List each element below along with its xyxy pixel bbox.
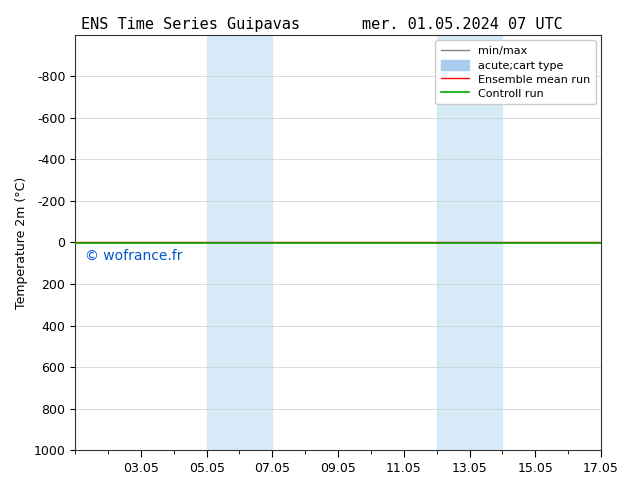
Y-axis label: Temperature 2m (°C): Temperature 2m (°C) [15,176,28,309]
Text: mer. 01.05.2024 07 UTC: mer. 01.05.2024 07 UTC [363,17,563,32]
Text: ENS Time Series Guipavas: ENS Time Series Guipavas [81,17,300,32]
Text: © wofrance.fr: © wofrance.fr [85,248,183,263]
Bar [437,35,503,450]
Legend: min/max, acute;cart type, Ensemble mean run, Controll run: min/max, acute;cart type, Ensemble mean … [436,40,595,104]
Bar [207,35,273,450]
